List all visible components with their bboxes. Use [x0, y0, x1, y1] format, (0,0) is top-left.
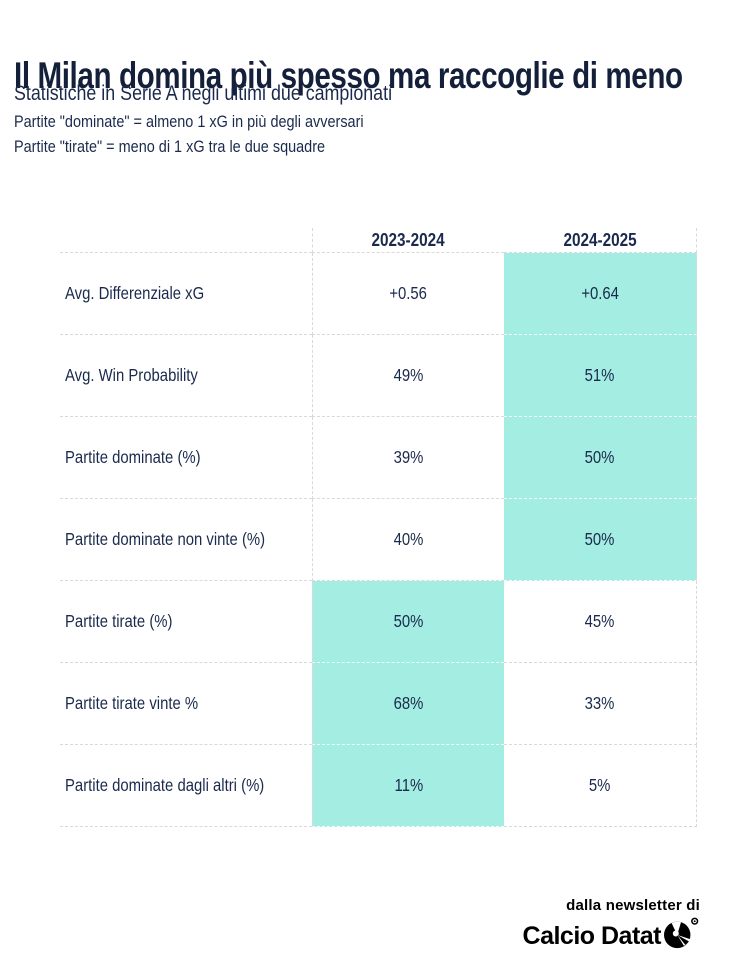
- note-tirate-definition: Partite "tirate" = meno di 1 xG tra le d…: [14, 137, 326, 156]
- highlighted-cell-value: 50%: [504, 417, 697, 499]
- row-label-partite-dominate-non-vinte: Partite dominate non vinte (%): [60, 499, 312, 581]
- column-header-2023-2024: 2023-2024: [312, 228, 504, 253]
- row-label-partite-dominate: Partite dominate (%): [60, 417, 312, 499]
- column-header-2024-2025: 2024-2025: [504, 228, 697, 253]
- football-disc-icon: [662, 916, 700, 955]
- highlighted-cell-value: 11%: [312, 745, 504, 827]
- highlighted-cell-value: 51%: [504, 335, 697, 417]
- highlighted-cell-value: +0.64: [504, 253, 697, 335]
- cell-value: +0.56: [312, 253, 504, 335]
- page-title: Il Milan domina più spesso ma raccoglie …: [14, 54, 683, 96]
- row-label-partite-tirate-vinte: Partite tirate vinte %: [60, 663, 312, 745]
- highlighted-cell-value: 50%: [312, 581, 504, 663]
- cell-value: 33%: [504, 663, 697, 745]
- column-header-spacer: [60, 228, 312, 253]
- cell-value: 49%: [312, 335, 504, 417]
- cell-value: 39%: [312, 417, 504, 499]
- page-subtitle: Statistiche in Serie A negli ultimi due …: [14, 82, 393, 105]
- row-label-partite-tirate: Partite tirate (%): [60, 581, 312, 663]
- cell-value: 45%: [504, 581, 697, 663]
- cell-value: 40%: [312, 499, 504, 581]
- footer-tagline: dalla newsletter di: [566, 897, 700, 914]
- row-label-avg-win-probability: Avg. Win Probability: [60, 335, 312, 417]
- cell-value: 5%: [504, 745, 697, 827]
- newsletter-credit: dalla newsletter di Calcio Datat: [523, 898, 700, 955]
- note-dominate-definition: Partite "dominate" = almeno 1 xG in più …: [14, 112, 364, 131]
- row-label-avg-differenziale-xg: Avg. Differenziale xG: [60, 253, 312, 335]
- brand-logo: Calcio Datat: [523, 916, 700, 955]
- highlighted-cell-value: 50%: [504, 499, 697, 581]
- stats-table: 2023-2024 2024-2025 Avg. Differenziale x…: [60, 228, 697, 827]
- brand-logo-text: Calcio Datat: [522, 921, 662, 950]
- row-label-partite-dominate-dagli-altri: Partite dominate dagli altri (%): [60, 745, 312, 827]
- highlighted-cell-value: 68%: [312, 663, 504, 745]
